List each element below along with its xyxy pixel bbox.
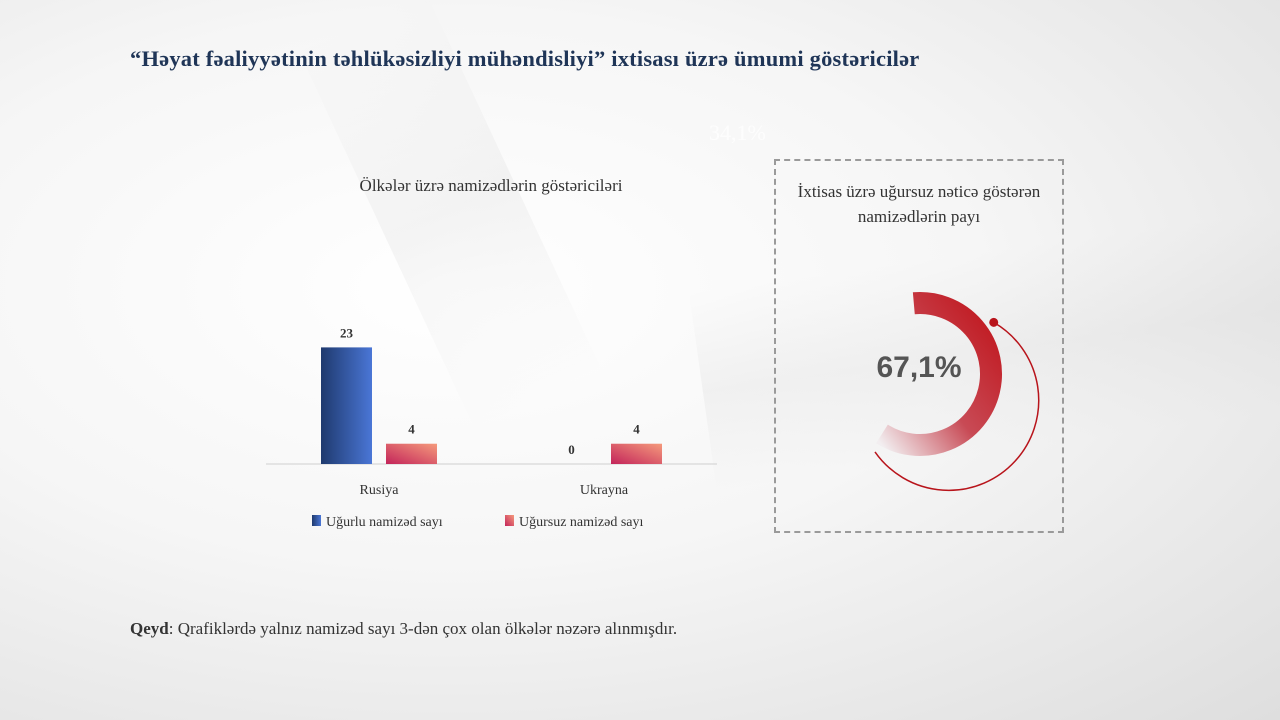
legend: Uğurlu namizəd sayı Uğursuz namizəd sayı (312, 515, 644, 530)
bar-chart: Ölkələr üzrə namizədlərin göstəriciləri … (266, 176, 717, 530)
value-label-rusiya-fail: 4 (408, 422, 415, 437)
bar-chart-title: Ölkələr üzrə namizədlərin göstəriciləri (360, 176, 623, 195)
legend-swatch-fail (505, 515, 514, 526)
kpi-title: İxtisas üzrə uğursuz nəticə göstərən nam… (797, 182, 1041, 226)
footnote-prefix: Qeyd (130, 619, 169, 638)
ring-group (874, 292, 1040, 492)
value-label-ukrayna-success: 0 (568, 442, 575, 457)
category-label-ukrayna: Ukrayna (580, 483, 629, 498)
slide-title: “Həyat fəaliyyətinin təhlükəsizliyi mühə… (130, 46, 920, 71)
ring-end-dot (989, 317, 999, 327)
footnote: Qeyd: Qrafiklərdə yalnız namizəd sayı 3-… (130, 619, 677, 639)
bar-rusiya-success (321, 347, 372, 464)
value-labels-group: 23 4 0 4 (340, 325, 640, 457)
ring-outer-arc (874, 321, 1040, 492)
legend-swatch-success (312, 515, 321, 526)
footnote-text: : Qrafiklərdə yalnız namizəd sayı 3-dən … (168, 619, 678, 638)
bar-rusiya-fail (386, 443, 437, 464)
category-labels-group: Rusiya Ukrayna (360, 483, 629, 498)
kpi-ring-chart (874, 292, 1040, 492)
value-label-ukrayna-fail: 4 (633, 422, 640, 437)
legend-label-fail: Uğursuz namizəd sayı (519, 515, 644, 530)
kpi-value: 67,1% (876, 351, 962, 384)
ring-value-arc (876, 292, 1002, 456)
bars-group (321, 347, 662, 464)
kpi-panel: İxtisas üzrə uğursuz nəticə göstərən nam… (774, 159, 1064, 533)
value-label-rusiya-success: 23 (340, 325, 354, 340)
bar-ukrayna-fail (611, 443, 662, 464)
ghost-percent-label: 34,1% (709, 120, 766, 145)
category-label-rusiya: Rusiya (360, 483, 400, 498)
legend-label-success: Uğurlu namizəd sayı (326, 515, 443, 530)
